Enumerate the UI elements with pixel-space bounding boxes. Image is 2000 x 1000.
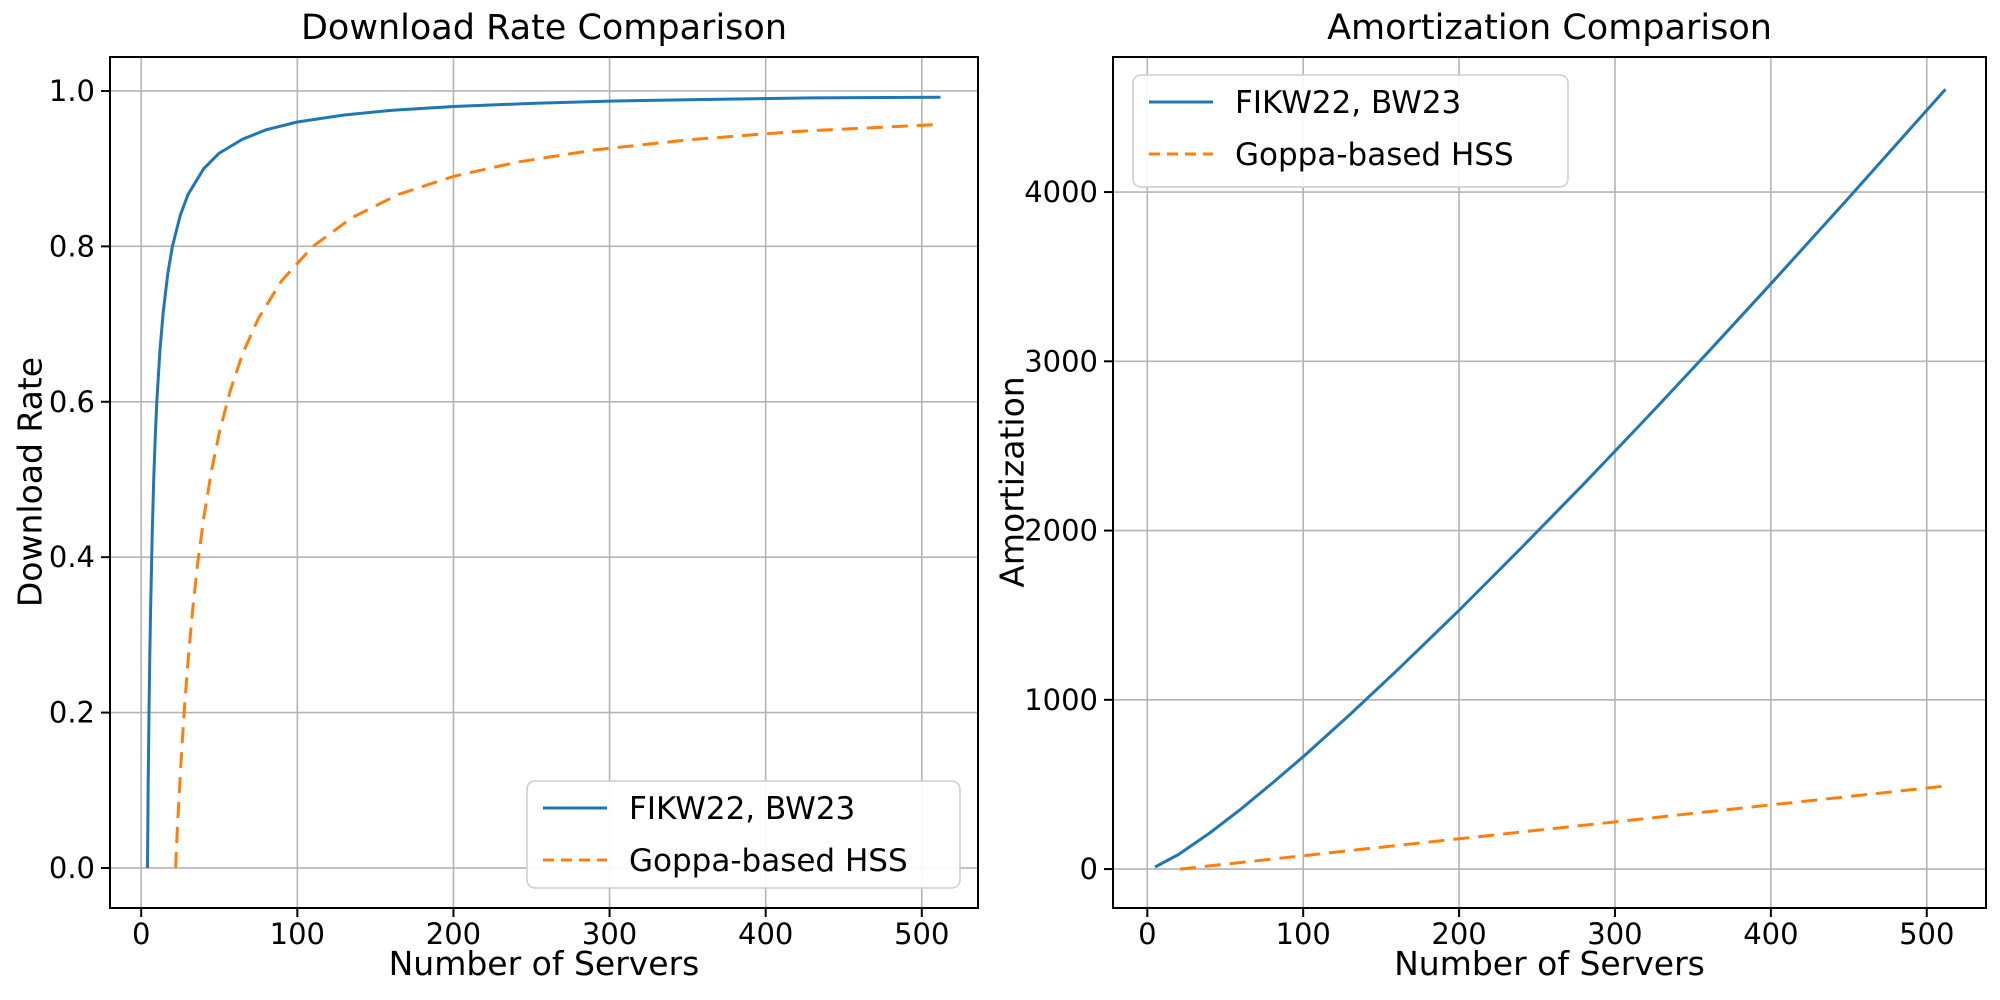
x-tick-label-right: 500 [1899, 917, 1954, 951]
y-tick-label-left: 1.0 [49, 74, 95, 108]
y-tick-label-left: 0.0 [49, 851, 95, 885]
legend-label-goppa-based-hss: Goppa-based HSS [1235, 137, 1514, 173]
plot-area-right [1113, 57, 1986, 908]
y-axis-label-amortization: Amortization [992, 376, 1032, 588]
y-tick-label-left: 0.6 [49, 385, 95, 419]
y-tick-label-right: 2000 [1024, 514, 1098, 548]
series-goppa-based-hss-line-left [174, 122, 941, 869]
y-tick-label-right: 4000 [1024, 175, 1098, 209]
x-axis-label-left: Number of Servers [388, 944, 700, 983]
series-fikw22-bw23-line-left [146, 95, 941, 869]
x-tick-label-left: 100 [270, 917, 325, 951]
chart-title-amortization: Amortization Comparison [1327, 8, 1772, 48]
x-axis-label-right: Number of Servers [1394, 944, 1705, 983]
x-tick-label-right: 200 [1431, 917, 1486, 951]
y-axis-label-download-rate: Download Rate [10, 356, 50, 608]
y-tick-label-left: 0.8 [49, 229, 95, 263]
y-tick-label-right: 1000 [1024, 683, 1098, 717]
axes-frame-right [1112, 56, 1987, 909]
x-tick-label-left: 400 [738, 917, 793, 951]
legend-label-fikw22-bw23: FIKW22, BW23 [1235, 85, 1461, 121]
x-tick-label-left: 300 [582, 917, 637, 951]
legend-label-goppa-based-hss: Goppa-based HSS [629, 843, 908, 879]
legend-left: FIKW22, BW23 Goppa-based HSS [526, 780, 961, 889]
x-tick-label-left: 0 [132, 917, 150, 951]
x-tick-label-left: 500 [894, 917, 949, 951]
x-tick-label-right: 100 [1276, 917, 1331, 951]
axes-frame-left [109, 56, 979, 909]
series-goppa-based-hss-line-right [1179, 784, 1946, 871]
series-fikw22-bw23-line-right [1154, 88, 1947, 869]
y-tick-label-left: 0.4 [49, 540, 95, 574]
y-tick-label-left: 0.2 [49, 696, 95, 730]
legend-frame [1132, 74, 1569, 188]
axes-left: 0 100 200 300 400 500 0.0 0.2 0.4 0.6 0.8 1.0 FIKW22… [49, 56, 979, 951]
y-tick-label-right: 3000 [1024, 344, 1098, 378]
x-tick-label-right: 0 [1138, 917, 1156, 951]
x-tick-label-left: 200 [426, 917, 481, 951]
legend-label-fikw22-bw23: FIKW22, BW23 [629, 791, 855, 827]
y-tick-label-right: 0 [1080, 852, 1098, 886]
axes-right: 0 100 200 300 400 500 0 1000 2000 3000 4000 FIKW22,… [1024, 56, 1987, 951]
plot-area-left [110, 57, 978, 908]
legend-frame [526, 780, 961, 889]
x-tick-label-right: 300 [1587, 917, 1642, 951]
x-tick-label-right: 400 [1743, 917, 1798, 951]
legend-right: FIKW22, BW23 Goppa-based HSS [1132, 74, 1569, 188]
chart-title-download-rate: Download Rate Comparison [300, 8, 788, 48]
